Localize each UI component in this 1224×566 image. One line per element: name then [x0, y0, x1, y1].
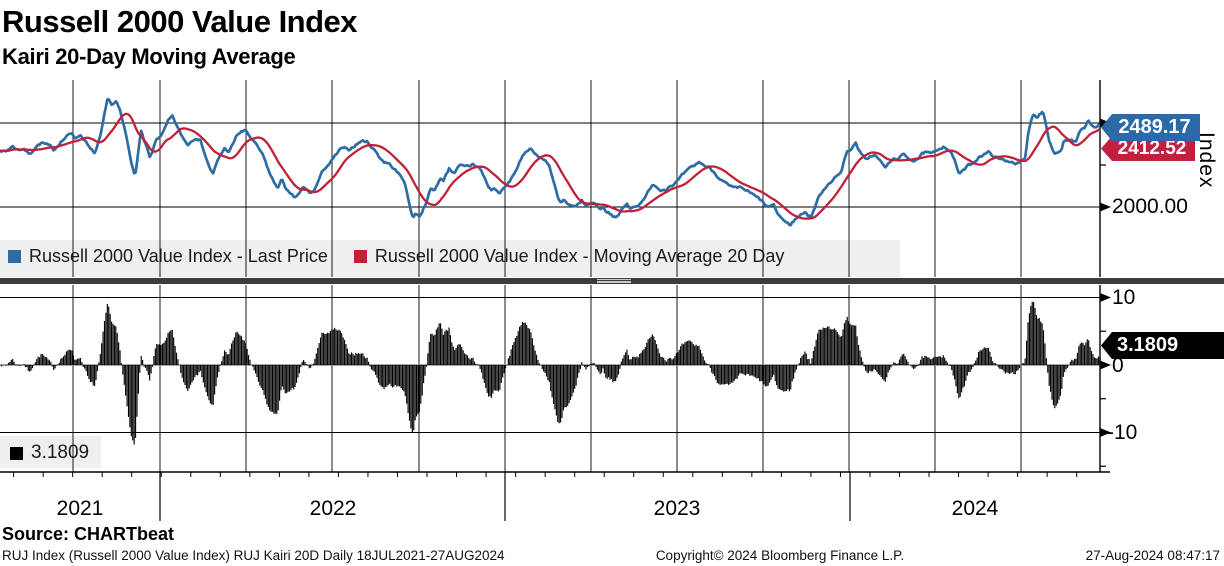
year-label-2023: 2023 — [653, 497, 701, 520]
price-legend-background — [0, 240, 900, 277]
moving-average-swatch-icon — [353, 250, 367, 263]
kairi-tick-neg10: -10 — [1107, 421, 1138, 444]
price-tick-label: 2000.00 — [1112, 195, 1188, 218]
chart-meta-text: RUJ Index (Russell 2000 Value Index) RUJ… — [2, 548, 505, 563]
last-price-legend-label: Russell 2000 Value Index - Last Price — [29, 246, 328, 266]
page-subtitle: Kairi 20-Day Moving Average — [2, 44, 296, 69]
kairi-value-badge: 3.1809 — [1101, 332, 1224, 359]
copyright-text: Copyright© 2024 Bloomberg Finance L.P. — [655, 548, 905, 563]
price-axis-title: Index — [1195, 132, 1218, 189]
year-label-2022: 2022 — [309, 497, 357, 520]
timestamp-text: 27-Aug-2024 08:47:17 — [1085, 548, 1220, 563]
price-legend: Russell 2000 Value Index - Last Price Ru… — [8, 246, 784, 267]
moving-average-legend-label: Russell 2000 Value Index - Moving Averag… — [374, 246, 785, 266]
year-label-2024: 2024 — [951, 497, 999, 520]
panel-divider-handle[interactable] — [597, 279, 631, 283]
kairi-legend-label: 3.1809 — [31, 442, 90, 463]
source-label: Source: CHARTbeat — [2, 524, 175, 544]
page-title: Russell 2000 Value Index — [2, 4, 358, 39]
last-price-swatch-icon — [8, 250, 21, 263]
year-label-2021: 2021 — [56, 497, 104, 520]
kairi-swatch-icon — [10, 446, 23, 460]
panel-divider — [0, 278, 1224, 284]
kairi-tick-10: 10 — [1112, 286, 1136, 309]
kairi-tick-0: 0 — [1112, 354, 1124, 377]
last-price-badge: 2489.17 — [1101, 114, 1200, 141]
kairi-legend: 3.1809 — [10, 442, 89, 464]
